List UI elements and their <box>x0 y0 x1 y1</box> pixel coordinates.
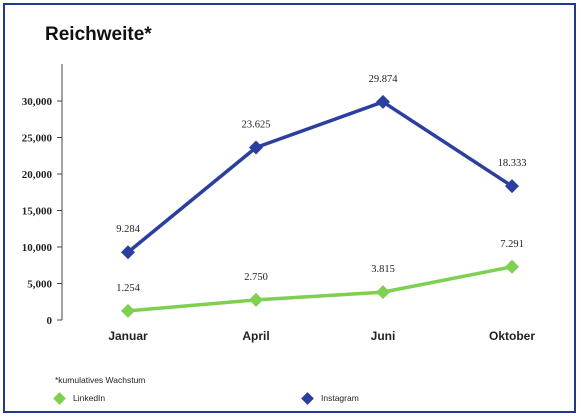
y-tick-label: 15,000 <box>22 206 53 218</box>
series-line-linkedin <box>127 265 513 313</box>
legend-label-instagram: Instagram <box>321 393 359 403</box>
x-tick-label: Januar <box>108 329 148 343</box>
data-label-instagram: 29.874 <box>369 74 399 85</box>
data-point-instagram <box>505 179 519 194</box>
data-label-linkedin: 1.254 <box>116 283 140 294</box>
series-line-instagram <box>126 100 513 254</box>
data-point-linkedin <box>249 292 263 307</box>
x-tick-label: Juni <box>371 329 396 343</box>
data-label-instagram: 18.333 <box>498 158 527 169</box>
data-point-instagram <box>121 245 135 260</box>
data-label-linkedin: 3.815 <box>371 264 395 275</box>
data-label-instagram: 9.284 <box>116 224 140 235</box>
footnote: *kumulatives Wachstum <box>55 375 146 385</box>
y-tick-label: 30,000 <box>22 96 53 108</box>
data-label-linkedin: 2.750 <box>244 272 268 283</box>
reach-line-chart: 0 5,000 10,000 15,000 20,000 25,000 30,000 Janu… <box>22 64 535 343</box>
legend-swatch-instagram <box>301 391 314 405</box>
y-tick-label: 5,000 <box>27 279 52 291</box>
data-label-linkedin: 7.291 <box>500 239 524 250</box>
data-point-linkedin <box>121 303 135 318</box>
data-point-linkedin <box>505 259 519 274</box>
y-tick-label: 0 <box>47 315 53 327</box>
x-tick-label: April <box>242 329 269 343</box>
chart-title: Reichweite* <box>45 24 152 45</box>
legend-item-instagram: Instagram <box>301 391 359 405</box>
data-label-instagram: 23.625 <box>242 120 271 131</box>
chart-frame <box>3 3 576 413</box>
y-tick-label: 10,000 <box>22 242 53 254</box>
data-point-instagram <box>249 140 263 155</box>
data-point-instagram <box>376 94 390 109</box>
y-tick-label: 20,000 <box>22 169 53 181</box>
legend-item-linkedin: LinkedIn <box>53 391 106 405</box>
legend-label-linkedin: LinkedIn <box>73 393 106 403</box>
data-point-linkedin <box>376 285 390 300</box>
y-tick-label: 25,000 <box>22 133 53 145</box>
legend-swatch-linkedin <box>53 391 66 405</box>
x-tick-label: Oktober <box>489 329 535 343</box>
